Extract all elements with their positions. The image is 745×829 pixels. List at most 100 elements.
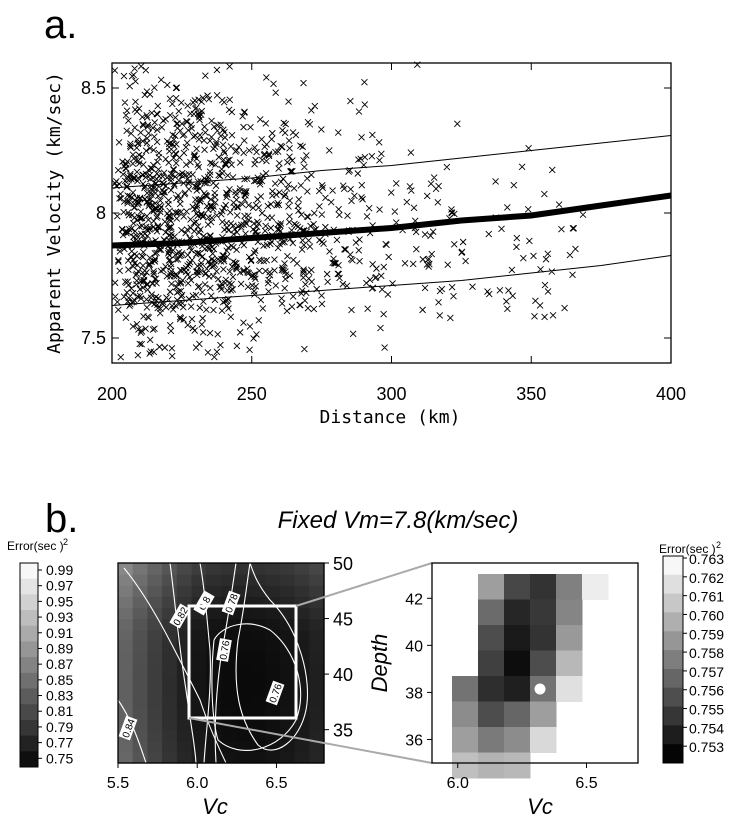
heatmap-cell xyxy=(206,640,222,653)
heatmap-cell xyxy=(504,676,531,702)
heatmap-cell xyxy=(294,629,310,642)
heatmap-cell xyxy=(279,618,296,631)
heatmap-cell xyxy=(530,574,557,600)
heatmap-cell xyxy=(206,674,222,686)
heatmap-cell xyxy=(132,685,149,697)
colorbar-tick-label: 0.89 xyxy=(46,640,73,656)
heatmap-cell xyxy=(309,707,325,720)
fit-lines xyxy=(111,135,672,306)
contour-line xyxy=(199,562,211,764)
zoom-connector-bottom xyxy=(188,717,433,764)
heatmap-cell xyxy=(309,618,325,631)
heatmap-cell xyxy=(294,663,310,675)
colorbar-swatch xyxy=(20,594,38,611)
colorbar-swatch xyxy=(20,610,38,627)
heatmap-cell xyxy=(162,751,178,764)
heatmap-cell xyxy=(221,563,237,575)
heatmap-cell xyxy=(235,751,252,764)
y-tick-label: 38 xyxy=(405,685,423,702)
left-colorbar: 0.990.970.950.930.910.890.870.850.830.81… xyxy=(19,562,73,768)
x-tick-label: 6.5 xyxy=(575,775,597,792)
x-tick-label: 400 xyxy=(656,384,686,404)
heatmap-cell xyxy=(294,685,310,697)
heatmap-cell xyxy=(132,696,149,709)
right-colorbar: 0.763 0.762 0.761 0.760 0.759 0.758 0.757 0.756… xyxy=(662,551,724,764)
heatmap-cell xyxy=(265,607,281,620)
y-tick-label: 7.5 xyxy=(81,328,106,348)
colorbar-tick-label: 0.753 xyxy=(689,739,724,755)
heatmap-cell xyxy=(279,640,296,653)
heatmap-cell xyxy=(250,729,266,742)
right-colorbar-title: Error(sec ) xyxy=(659,542,716,556)
heatmap-cell xyxy=(279,563,296,575)
colorbar-tick-label: 0.754 xyxy=(689,720,724,736)
heatmap-cell xyxy=(265,729,281,742)
heatmap-cell xyxy=(221,585,237,597)
colorbar-swatch xyxy=(663,574,683,595)
heatmap-cell xyxy=(132,707,149,720)
heatmap-cell xyxy=(279,696,296,709)
heatmap-cell xyxy=(206,607,222,620)
heatmap-cell xyxy=(250,596,266,609)
heatmap-cell xyxy=(162,607,178,620)
colorbar-swatch xyxy=(20,751,38,768)
heatmap-cell xyxy=(294,640,310,653)
heatmap-cell xyxy=(162,596,178,609)
heatmap-cell xyxy=(309,629,325,642)
colorbar-swatch xyxy=(20,578,38,595)
heatmap-cell xyxy=(309,596,325,609)
heatmap-cell xyxy=(235,607,252,620)
heatmap-cell xyxy=(132,718,149,731)
heatmap-cell xyxy=(294,596,310,609)
panel-b-title: Fixed Vm=7.8(km/sec) xyxy=(278,507,519,534)
heatmap-cell xyxy=(206,585,222,597)
heatmap-cell xyxy=(265,563,281,575)
right-heatmap-frame xyxy=(431,562,639,764)
contour-label: 0.76 xyxy=(218,639,232,661)
heatmap-cell xyxy=(147,685,163,697)
heatmap-cell xyxy=(265,585,281,597)
heatmap-cell xyxy=(147,696,163,709)
colorbar-tick-label: 0.87 xyxy=(46,656,73,672)
heatmap-cell xyxy=(118,585,134,597)
heatmap-cell xyxy=(265,574,281,586)
panel-a-xlabel: Distance (km) xyxy=(320,407,461,428)
heatmap-cell xyxy=(206,651,222,664)
colorbar-swatch xyxy=(20,563,38,580)
heatmap-cell xyxy=(250,707,266,720)
heatmap-cell xyxy=(250,651,266,664)
y-tick-label: 50 xyxy=(333,554,353,574)
heatmap-cell xyxy=(162,574,178,586)
colorbar-tick-label: 0.757 xyxy=(689,664,724,680)
heatmap-cell xyxy=(556,676,583,702)
right-heatmap xyxy=(432,563,638,779)
contour-line xyxy=(235,562,309,751)
heatmap-cell xyxy=(206,696,222,709)
heatmap-cell xyxy=(206,629,222,642)
colorbar-tick-label: 0.763 xyxy=(689,551,724,567)
heatmap-cell xyxy=(294,729,310,742)
colorbar-swatch xyxy=(20,735,38,752)
heatmap-cell xyxy=(176,651,193,664)
colorbar-tick-label: 0.83 xyxy=(46,688,73,704)
panel-a-label: a. xyxy=(44,3,77,47)
colorbar-tick-label: 0.756 xyxy=(689,683,724,699)
right-heatmap-xlabel: Vc xyxy=(527,794,553,819)
heatmap-cell xyxy=(250,574,266,586)
right-heatmap-ylabel: Depth xyxy=(367,634,392,693)
heatmap-cell xyxy=(147,651,163,664)
heatmap-cell xyxy=(147,585,163,597)
contour-label-bg xyxy=(216,638,232,662)
heatmap-cell xyxy=(221,629,237,642)
left-heatmap-xlabel: Vc xyxy=(202,794,228,819)
heatmap-cell xyxy=(147,740,163,753)
heatmap-cell xyxy=(147,751,163,764)
panel-b-label: b. xyxy=(45,497,78,541)
heatmap-cell xyxy=(132,729,149,742)
heatmap-cell xyxy=(235,707,252,720)
heatmap-cell xyxy=(582,574,609,600)
heatmap-cell xyxy=(191,563,207,575)
colorbar-swatch xyxy=(20,672,38,690)
heatmap-cell xyxy=(478,625,505,651)
